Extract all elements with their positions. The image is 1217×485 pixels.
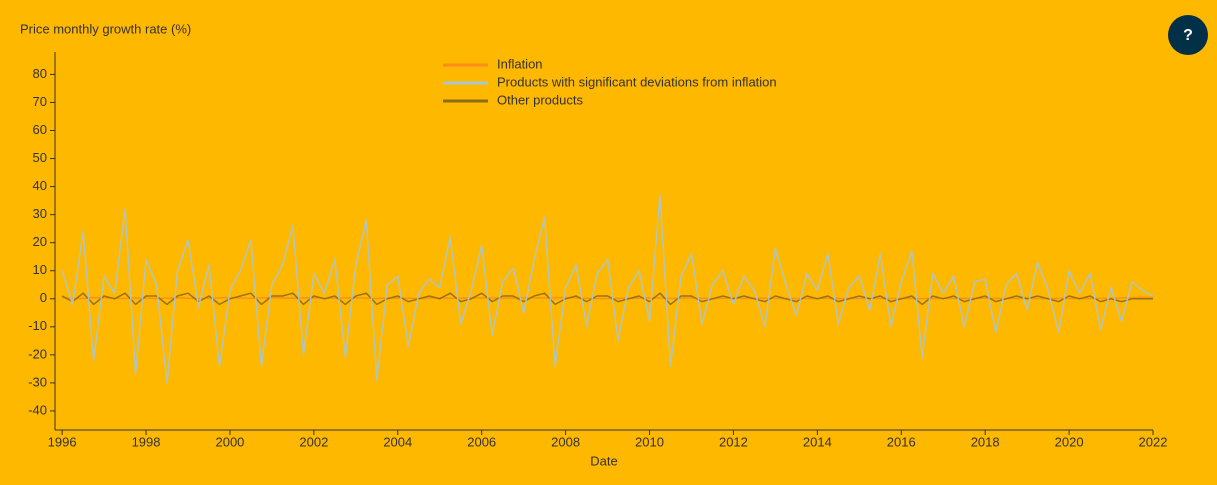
y-tick-label: 30 [33,206,47,221]
y-tick-label: 60 [33,122,47,137]
help-circle[interactable] [1168,15,1208,55]
y-tick-label: 10 [33,262,47,277]
y-tick-label: 80 [33,66,47,81]
y-tick-label: 0 [40,290,47,305]
x-tick-label: 2022 [1139,434,1168,449]
x-tick-label: 1998 [132,434,161,449]
y-tick-label: 20 [33,234,47,249]
y-tick-label: 70 [33,94,47,109]
legend-label: Inflation [497,56,543,71]
y-tick-label: -20 [28,346,47,361]
x-tick-label: 1996 [48,434,77,449]
y-tick-label: -10 [28,318,47,333]
x-tick-label: 2018 [971,434,1000,449]
x-tick-label: 2012 [719,434,748,449]
x-tick-label: 2006 [467,434,496,449]
y-tick-label: 40 [33,178,47,193]
x-tick-label: 2010 [635,434,664,449]
x-tick-label: 2002 [299,434,328,449]
x-tick-label: 2000 [215,434,244,449]
x-tick-label: 2020 [1055,434,1084,449]
help-button[interactable]: ? [1168,15,1208,55]
x-tick-label: 2004 [383,434,412,449]
x-tick-label: 2008 [551,434,580,449]
legend-label: Products with significant deviations fro… [497,74,777,89]
y-tick-label: 50 [33,150,47,165]
x-tick-label: 2014 [803,434,832,449]
y-axis-label: Price monthly growth rate (%) [20,21,191,36]
x-axis-label: Date [590,453,617,468]
y-tick-label: -30 [28,374,47,389]
legend-label: Other products [497,92,583,107]
help-label[interactable]: ? [1183,27,1193,44]
series-line [61,194,1154,384]
x-tick-label: 2016 [887,434,916,449]
y-tick-label: -40 [28,402,47,417]
